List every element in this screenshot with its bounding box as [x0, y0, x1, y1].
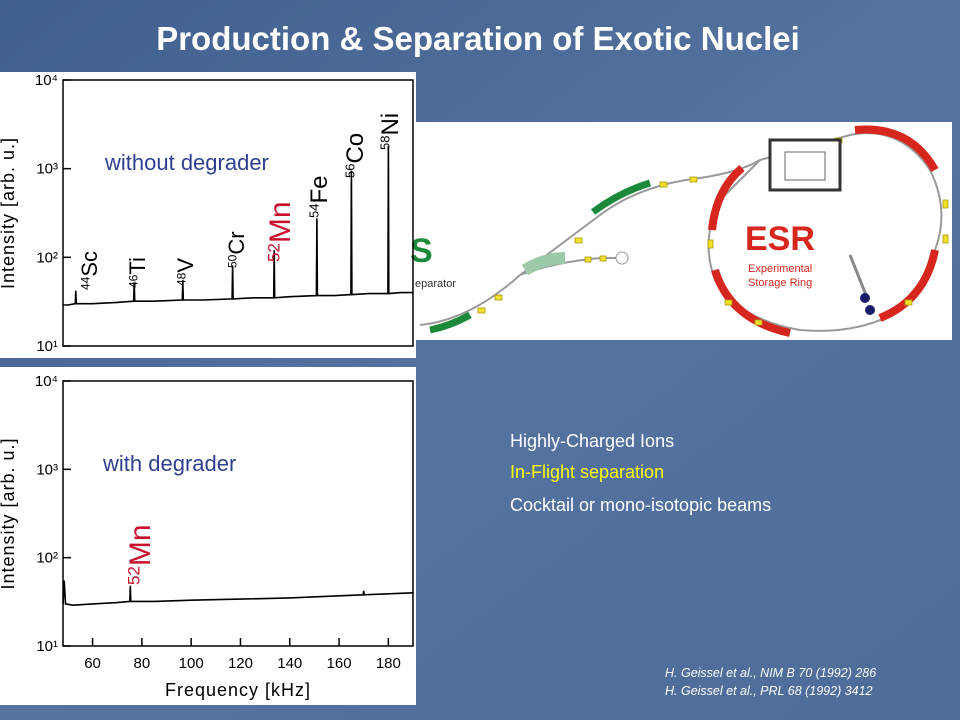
- isotope-symbol: V: [173, 258, 198, 273]
- peak-label: 52Mn: [124, 524, 157, 585]
- isotope-mass: 48: [174, 272, 188, 286]
- reference: H. Geissel et al., NIM B 70 (1992) 286: [665, 666, 876, 680]
- isotope-mass: 54: [307, 204, 322, 218]
- x-tick-label: 100: [179, 655, 204, 672]
- x-tick-label: 80: [134, 655, 151, 672]
- ring-dipole: [708, 164, 745, 231]
- separator-letter: S: [410, 232, 433, 270]
- plot-frame: [62, 79, 414, 347]
- ring-dipole: [878, 249, 939, 322]
- kicker: [865, 305, 875, 315]
- bullet: Highly-Charged Ions: [510, 431, 674, 451]
- x-tick-label: 160: [327, 655, 352, 672]
- ring-caption: Storage Ring: [748, 277, 812, 289]
- y-tick-label: 10³: [36, 461, 58, 478]
- ring-dipole: [854, 125, 939, 173]
- x-tick-label: 140: [277, 655, 302, 672]
- y-axis-label: Intensity [arb. u.]: [0, 137, 18, 289]
- plot-annotation: without degrader: [104, 150, 269, 175]
- peak-label: 44Sc: [77, 251, 102, 290]
- isotope-mass: 50: [225, 254, 239, 268]
- ring-name: ESR: [745, 220, 815, 258]
- isotope-mass: 46: [126, 274, 140, 288]
- y-tick-label: 10¹: [36, 638, 58, 655]
- peak-label: 50Cr: [224, 231, 249, 268]
- isotope-mass: 58: [378, 136, 393, 150]
- isotope-symbol: Fe: [306, 176, 333, 204]
- spectrum-line: [63, 145, 413, 306]
- spectrum-panel: [0, 367, 416, 705]
- y-tick-label: 10²: [36, 249, 58, 266]
- x-axis-label: Frequency [kHz]: [165, 680, 311, 700]
- detector: [768, 138, 842, 192]
- separator-text: eparator: [415, 278, 456, 290]
- peak-label: 58Ni: [377, 113, 404, 150]
- isotope-mass: 44: [78, 276, 92, 290]
- y-tick-label: 10¹: [36, 338, 58, 355]
- isotope-mass: 56: [343, 164, 358, 178]
- bullet: In-Flight separation: [510, 462, 664, 482]
- peak-label: 48V: [173, 258, 198, 286]
- y-tick-label: 10⁴: [35, 373, 58, 390]
- plot-frame: [62, 380, 414, 647]
- isotope-symbol: Ni: [377, 113, 404, 136]
- isotope-mass: 52: [125, 566, 144, 585]
- diagram-background: [415, 122, 952, 340]
- dipole: [429, 311, 472, 334]
- y-tick-label: 10²: [36, 550, 58, 567]
- peak-label: 52Mn: [264, 201, 297, 262]
- y-tick-label: 10⁴: [35, 72, 58, 89]
- isotope-symbol: Sc: [77, 251, 102, 277]
- isotope-symbol: Mn: [124, 524, 157, 566]
- bullet: Cocktail or mono-isotopic beams: [510, 495, 771, 515]
- y-tick-label: 10³: [36, 161, 58, 178]
- isotope-mass: 52: [265, 243, 284, 262]
- x-tick-label: 120: [228, 655, 253, 672]
- ring-caption: Experimental: [748, 263, 812, 275]
- isotope-symbol: Cr: [224, 231, 249, 254]
- dipole: [590, 179, 652, 215]
- isotope-symbol: Co: [342, 133, 369, 164]
- reference: H. Geissel et al., PRL 68 (1992) 3412: [665, 684, 873, 698]
- y-axis-label: Intensity [arb. u.]: [0, 437, 18, 589]
- spectrum-line: [62, 580, 414, 607]
- ring-dipole: [711, 268, 791, 337]
- x-tick-label: 60: [84, 655, 101, 672]
- plot-annotation: with degrader: [102, 451, 236, 476]
- isotope-symbol: Mn: [264, 201, 297, 243]
- slide-title: Production & Separation of Exotic Nuclei: [156, 20, 800, 57]
- peak-label: 54Fe: [306, 176, 333, 218]
- spectrum-panel: [0, 72, 416, 358]
- accelerator-diagram: S eparator ESR Experimental Storage Ring: [410, 122, 952, 340]
- isotope-symbol: Ti: [125, 257, 150, 275]
- injector: [848, 254, 870, 301]
- x-tick-label: 180: [376, 655, 401, 672]
- target: [615, 251, 629, 265]
- detector-core: [784, 151, 826, 181]
- degrader: [521, 252, 566, 276]
- peak-label: 56Co: [342, 133, 369, 178]
- peak-label: 46Ti: [125, 257, 150, 288]
- kicker: [860, 293, 870, 303]
